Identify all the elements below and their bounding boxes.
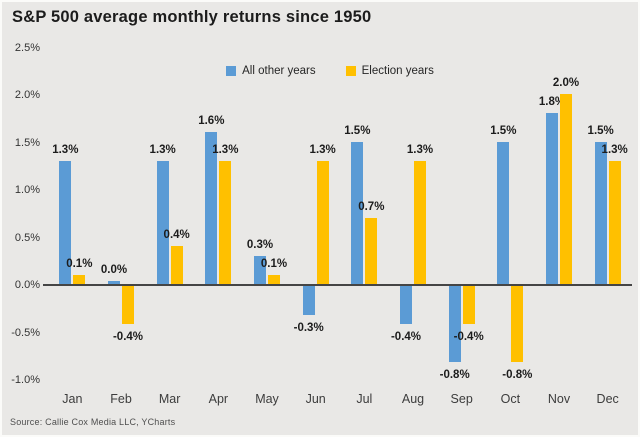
x-tick-apr: Apr <box>208 392 229 406</box>
x-tick-jun: Jun <box>305 392 326 406</box>
legend-item-election-years: Election years <box>345 65 434 77</box>
value-label-election-years-jan: 0.1% <box>66 257 93 270</box>
bar-all-other-years-feb <box>108 281 120 284</box>
value-label-election-years-nov: 2.0% <box>552 77 580 89</box>
value-label-election-years-oct: -0.8% <box>502 369 533 381</box>
value-label-election-years-mar: 0.4% <box>163 229 190 241</box>
value-label-all-other-years-sep: -0.8% <box>439 369 470 381</box>
chart-title: S&P 500 average monthly returns since 19… <box>12 8 372 26</box>
value-label-all-other-years-feb: 0.0% <box>100 264 128 276</box>
value-label-all-other-years-jan: 1.3% <box>52 143 79 156</box>
bar-election-years-oct <box>511 286 524 362</box>
legend-label-election-years: Election years <box>361 65 434 77</box>
y-tick-2: 2.0% <box>14 89 40 101</box>
bar-all-other-years-jun <box>302 286 315 315</box>
bar-all-other-years-jul <box>351 141 364 284</box>
bar-election-years-jun <box>316 160 329 284</box>
value-label-election-years-apr: 1.3% <box>212 143 239 156</box>
y-tick-1m5: 1.5% <box>14 136 40 149</box>
y-tick-2m5: 2.5% <box>14 41 40 54</box>
value-label-all-other-years-nov: 1.8% <box>538 96 566 108</box>
y-tick-1: 1.0% <box>14 184 40 196</box>
value-label-all-other-years-jun: -0.3% <box>293 321 324 334</box>
x-tick-jan: Jan <box>62 392 83 406</box>
legend-item-all-other-years: All other years <box>226 65 316 77</box>
bar-election-years-feb <box>122 286 134 324</box>
y-tick-m1: -1.0% <box>11 374 40 386</box>
source-note: Source: Callie Cox Media LLC, YCharts <box>10 417 176 427</box>
bar-election-years-jul <box>365 217 378 284</box>
zero-axis-line <box>43 284 632 286</box>
value-label-all-other-years-dec: 1.5% <box>587 124 614 137</box>
x-tick-nov: Nov <box>547 392 571 406</box>
value-label-all-other-years-aug: -0.4% <box>390 331 422 343</box>
value-label-election-years-may: 0.1% <box>260 257 288 270</box>
bar-all-other-years-jan <box>59 160 72 284</box>
x-tick-dec: Dec <box>596 392 619 406</box>
bar-election-years-dec <box>608 160 621 284</box>
bar-election-years-jan <box>73 274 86 284</box>
bar-all-other-years-aug <box>400 286 412 324</box>
value-label-all-other-years-jul: 1.5% <box>344 124 371 137</box>
bar-all-other-years-mar <box>156 160 169 284</box>
bar-all-other-years-oct <box>497 141 510 284</box>
value-label-all-other-years-may: 0.3% <box>246 238 274 251</box>
bar-election-years-mar <box>170 246 183 284</box>
value-label-election-years-aug: 1.3% <box>406 143 434 156</box>
chart-legend: All other years Election years <box>22 65 638 77</box>
bar-election-years-nov <box>560 94 572 284</box>
bar-all-other-years-apr <box>205 132 218 284</box>
value-label-election-years-dec: 1.3% <box>601 143 628 156</box>
legend-swatch-election-years-icon <box>345 66 356 76</box>
bar-all-other-years-dec <box>594 141 607 284</box>
bar-election-years-apr <box>219 160 232 284</box>
value-label-election-years-jul: 0.7% <box>358 200 385 213</box>
y-tick-m0-5: -0.5% <box>11 326 40 339</box>
bar-election-years-sep <box>462 286 475 324</box>
value-label-election-years-sep: -0.4% <box>453 331 484 343</box>
value-label-all-other-years-mar: 1.3% <box>149 143 176 156</box>
x-tick-oct: Oct <box>500 392 521 406</box>
x-tick-mar: Mar <box>158 392 181 406</box>
bar-election-years-may <box>268 274 280 284</box>
value-label-all-other-years-oct: 1.5% <box>490 124 517 137</box>
value-label-all-other-years-apr: 1.6% <box>198 115 225 127</box>
bar-all-other-years-sep <box>448 286 461 362</box>
value-label-election-years-jun: 1.3% <box>309 143 336 156</box>
bar-election-years-aug <box>414 160 426 284</box>
value-label-election-years-feb: -0.4% <box>112 331 144 343</box>
x-tick-jul: Jul <box>356 392 373 406</box>
legend-label-all-other-years: All other years <box>242 65 316 77</box>
x-tick-feb: Feb <box>110 392 132 406</box>
legend-swatch-all-other-years-icon <box>226 66 237 76</box>
x-tick-may: May <box>255 392 279 406</box>
x-tick-sep: Sep <box>450 392 473 406</box>
bar-all-other-years-nov <box>546 113 558 284</box>
bar-all-other-years-may <box>254 255 266 284</box>
y-tick-0m5: 0.5% <box>14 231 40 244</box>
y-tick-0: 0.0% <box>14 279 40 291</box>
x-tick-aug: Aug <box>401 392 425 406</box>
